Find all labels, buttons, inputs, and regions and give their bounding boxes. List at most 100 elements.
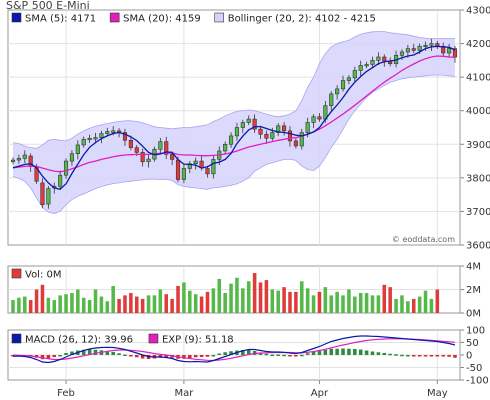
volume-bar bbox=[335, 291, 339, 313]
candle-body bbox=[346, 77, 351, 81]
legend-swatch bbox=[214, 12, 225, 23]
price-y-tick-label: 4000 bbox=[466, 106, 490, 117]
volume-bar bbox=[252, 273, 257, 313]
volume-bar bbox=[300, 281, 304, 313]
candle-body bbox=[170, 154, 175, 160]
volume-bar bbox=[52, 300, 57, 313]
volume-bar bbox=[76, 289, 80, 313]
candle-body bbox=[105, 131, 110, 134]
macd-y-tick-label: 50 bbox=[466, 338, 479, 349]
macd-histogram-bar bbox=[305, 353, 310, 355]
candle-body bbox=[40, 182, 45, 206]
candle-body bbox=[329, 93, 334, 106]
volume-bar bbox=[17, 297, 21, 313]
volume-bar bbox=[294, 291, 298, 313]
volume-bar bbox=[40, 284, 45, 313]
macd-histogram-bar bbox=[193, 355, 198, 358]
volume-bar bbox=[11, 300, 15, 313]
macd-histogram-bar bbox=[134, 355, 139, 358]
volume-bar bbox=[241, 288, 245, 313]
volume-bar bbox=[93, 289, 98, 313]
volume-bar bbox=[246, 281, 251, 313]
volume-bar bbox=[411, 298, 416, 313]
volume-bar bbox=[353, 296, 357, 313]
candle-body bbox=[234, 127, 240, 137]
candle-body bbox=[140, 152, 145, 163]
volume-bar bbox=[258, 282, 263, 313]
macd-histogram-bar bbox=[258, 352, 263, 355]
macd-line bbox=[12, 335, 456, 364]
volume-bar bbox=[311, 295, 316, 313]
macd-histogram-bar bbox=[300, 354, 304, 357]
macd-histogram-bar bbox=[453, 355, 457, 358]
x-tick-label: May bbox=[427, 388, 448, 399]
macd-histogram-bar bbox=[276, 354, 280, 356]
macd-histogram-bar bbox=[341, 348, 345, 355]
price-y-tick-label: 3700 bbox=[466, 207, 490, 218]
candle-body bbox=[10, 159, 16, 163]
macd-histogram-bar bbox=[394, 354, 398, 356]
volume-bar bbox=[388, 287, 392, 313]
macd-histogram-bar bbox=[317, 351, 322, 355]
macd-histogram-bar bbox=[358, 349, 363, 355]
volume-bar bbox=[105, 301, 110, 313]
macd-histogram-bar bbox=[364, 350, 369, 355]
volume-bar bbox=[264, 280, 269, 313]
macd-histogram-bar bbox=[411, 355, 416, 357]
candle-body bbox=[447, 48, 452, 54]
macd-histogram-bar bbox=[311, 352, 316, 355]
candle-body bbox=[299, 132, 304, 147]
volume-bar bbox=[435, 289, 440, 313]
volume-bar bbox=[28, 300, 33, 313]
macd-histogram-bar bbox=[140, 355, 145, 359]
volume-bar bbox=[87, 300, 92, 313]
sma20-line bbox=[12, 55, 456, 173]
macd-histogram-bar bbox=[370, 351, 375, 355]
volume-bar bbox=[46, 297, 51, 313]
volume-bar bbox=[382, 284, 387, 313]
macd-histogram-bar bbox=[211, 355, 216, 357]
macd-histogram-bar bbox=[429, 355, 434, 357]
candle-body bbox=[134, 147, 139, 153]
volume-bar bbox=[358, 293, 363, 313]
candle-body bbox=[122, 132, 128, 141]
candle-body bbox=[75, 144, 80, 154]
price-y-tick-label: 4300 bbox=[466, 6, 490, 17]
macd-histogram-bar bbox=[382, 353, 387, 355]
volume-bar bbox=[158, 289, 163, 313]
volume-bar bbox=[117, 298, 121, 313]
macd-histogram-bar bbox=[347, 348, 351, 355]
volume-bar bbox=[211, 288, 216, 313]
chart-title: S&P 500 E-Mini bbox=[6, 0, 90, 12]
legend-label: Vol: 0M bbox=[25, 270, 62, 281]
volume-bar bbox=[370, 295, 375, 313]
candle-body bbox=[164, 141, 169, 155]
legend-label: MACD (26, 12): 39.96 bbox=[25, 335, 133, 346]
x-tick-label: Mar bbox=[174, 388, 194, 399]
volume-bar bbox=[394, 298, 398, 313]
candle-body bbox=[99, 133, 104, 138]
volume-y-tick-label: 4M bbox=[466, 262, 481, 273]
candle-body bbox=[258, 128, 263, 135]
macd-histogram-bar bbox=[376, 352, 381, 355]
macd-y-tick-label: -100 bbox=[466, 376, 489, 387]
volume-bar bbox=[164, 294, 168, 313]
candle-body bbox=[370, 60, 375, 65]
volume-bar bbox=[288, 291, 292, 313]
bollinger-upper-line bbox=[12, 31, 455, 149]
candle-body bbox=[352, 70, 357, 79]
legend-label: SMA (5): 4171 bbox=[25, 14, 96, 25]
volume-bar bbox=[282, 287, 286, 313]
candle-body bbox=[81, 138, 86, 146]
volume-bar bbox=[329, 295, 334, 313]
volume-bar bbox=[400, 295, 404, 313]
macd-histogram-bar bbox=[447, 355, 451, 357]
macd-histogram-bar bbox=[406, 355, 410, 357]
macd-histogram-bar bbox=[435, 355, 440, 357]
candle-body bbox=[193, 160, 198, 165]
price-panel: 3600 3700 3800 3900 4000 4100 4200 4300 SMA (5)… bbox=[7, 6, 490, 252]
candle-body bbox=[282, 125, 287, 132]
volume-bar bbox=[140, 298, 145, 313]
legend-swatch bbox=[11, 268, 22, 279]
candle-body bbox=[158, 141, 163, 150]
